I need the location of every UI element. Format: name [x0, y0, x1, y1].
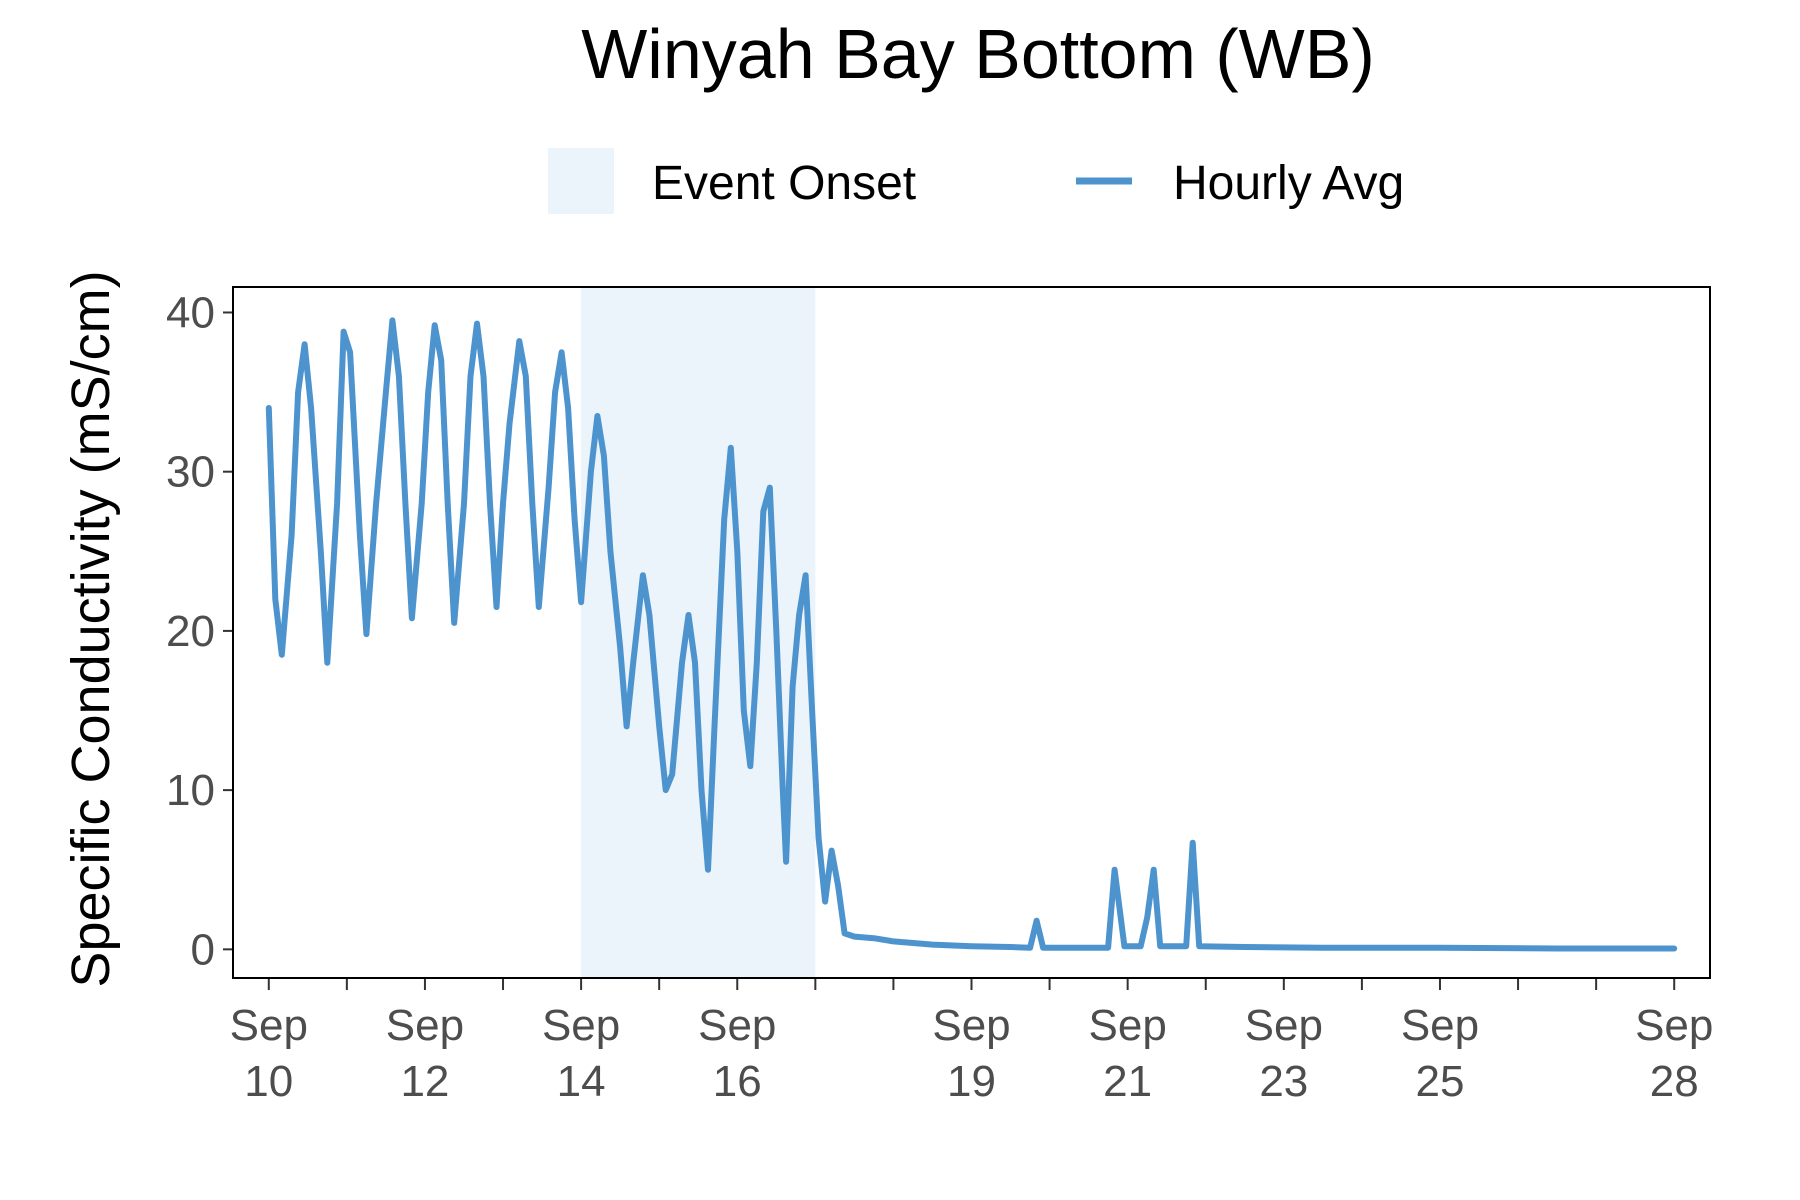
legend-label-event-onset: Event Onset	[652, 157, 916, 210]
plot-area: 0 10 20 30 40 Sep 10 Sep 12 Sep 14 Sep 16 Sep 19 Sep 21…	[166, 286, 1713, 1106]
y-tick-label: 40	[166, 288, 215, 337]
y-tick-label: 20	[166, 607, 215, 656]
x-tick-label: Sep 19	[932, 1001, 1010, 1106]
y-tick-label: 10	[166, 766, 215, 815]
x-tick-label: Sep 21	[1089, 1001, 1167, 1106]
series-line-hourly-avg	[265, 317, 1678, 952]
y-tick-label: 30	[166, 448, 215, 497]
y-axis-label: Specific Conductivity (mS/cm)	[61, 270, 121, 987]
x-tick-label: Sep 25	[1401, 1001, 1479, 1106]
x-tick-label: Sep 28	[1635, 1001, 1713, 1106]
chart-title: Winyah Bay Bottom (WB)	[581, 15, 1375, 93]
legend-key-event-onset	[548, 148, 614, 214]
x-tick-label: Sep 10	[230, 1001, 308, 1106]
x-tick-label: Sep 14	[542, 1001, 620, 1106]
x-tick-label: Sep 23	[1245, 1001, 1323, 1106]
x-tick-label: Sep 12	[386, 1001, 464, 1106]
panel-border	[232, 286, 1711, 979]
x-tick-label: Sep 16	[698, 1001, 776, 1106]
y-tick-label: 0	[191, 925, 215, 974]
legend: Event Onset Hourly Avg	[548, 148, 1404, 214]
legend-label-hourly-avg: Hourly Avg	[1173, 157, 1404, 210]
